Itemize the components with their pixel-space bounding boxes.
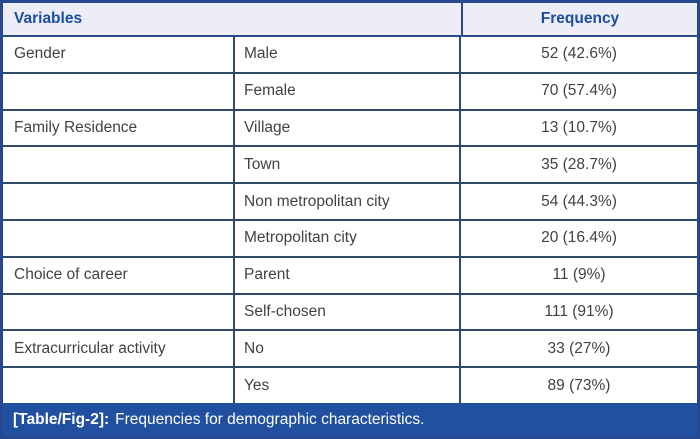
cell-variable [3, 294, 235, 330]
cell-frequency: 33 (27%) [547, 339, 611, 357]
table-row: Metropolitan city 20 (16.4%) [3, 220, 697, 258]
cell-variable: Gender [3, 37, 235, 72]
cell-category: Yes [235, 368, 461, 403]
cell-variable [3, 73, 235, 109]
cell-category: No [235, 331, 461, 367]
cell-category: Male [235, 37, 461, 72]
table-body: Gender Male 52 (42.6%) Female 70 (57.4%)… [3, 37, 697, 403]
cell-variable [3, 184, 235, 219]
cell-variable [3, 368, 235, 403]
cell-frequency: 13 (10.7%) [541, 118, 617, 136]
table-row: Extracurricular activity No 33 (27%) [3, 331, 697, 369]
cell-variable: Extracurricular activity [3, 331, 235, 367]
header-variables: Variables [3, 3, 463, 35]
cell-frequency: 89 (73%) [547, 376, 611, 394]
cell-frequency: 54 (44.3%) [541, 192, 617, 210]
cell-category: Metropolitan city [235, 220, 461, 256]
cell-frequency: 52 (42.6%) [541, 45, 617, 63]
cell-category: Female [235, 73, 461, 109]
cell-frequency: 70 (57.4%) [541, 82, 617, 100]
cell-category: Village [235, 110, 461, 146]
table-row: Self-chosen 111 (91%) [3, 294, 697, 332]
header-frequency: Frequency [540, 10, 620, 27]
table-row: Town 35 (28.7%) [3, 147, 697, 185]
cell-variable: Choice of career [3, 257, 235, 293]
cell-frequency: 35 (28.7%) [541, 155, 617, 173]
cell-category: Non metropolitan city [235, 184, 461, 219]
table-row: Non metropolitan city 54 (44.3%) [3, 184, 697, 221]
table-row: Yes 89 (73%) [3, 368, 697, 403]
table-caption: [Table/Fig-2]: Frequencies for demograph… [3, 403, 697, 436]
cell-frequency: 11 (9%) [552, 266, 606, 284]
table-row: Female 70 (57.4%) [3, 73, 697, 111]
cell-variable: Family Residence [3, 110, 235, 146]
cell-category: Self-chosen [235, 294, 461, 330]
table-row: Gender Male 52 (42.6%) [3, 37, 697, 74]
caption-label: [Table/Fig-2]: [13, 410, 110, 428]
cell-category: Town [235, 147, 461, 183]
cell-category: Parent [235, 257, 461, 293]
cell-variable [3, 220, 235, 256]
cell-frequency: 111 (91%) [544, 302, 614, 320]
cell-variable [3, 147, 235, 183]
table-header-row: Variables Frequency [3, 3, 697, 37]
table-row: Choice of career Parent 11 (9%) [3, 257, 697, 295]
table-row: Family Residence Village 13 (10.7%) [3, 110, 697, 148]
cell-frequency: 20 (16.4%) [541, 229, 617, 247]
caption-text: Frequencies for demographic characterist… [115, 410, 425, 428]
